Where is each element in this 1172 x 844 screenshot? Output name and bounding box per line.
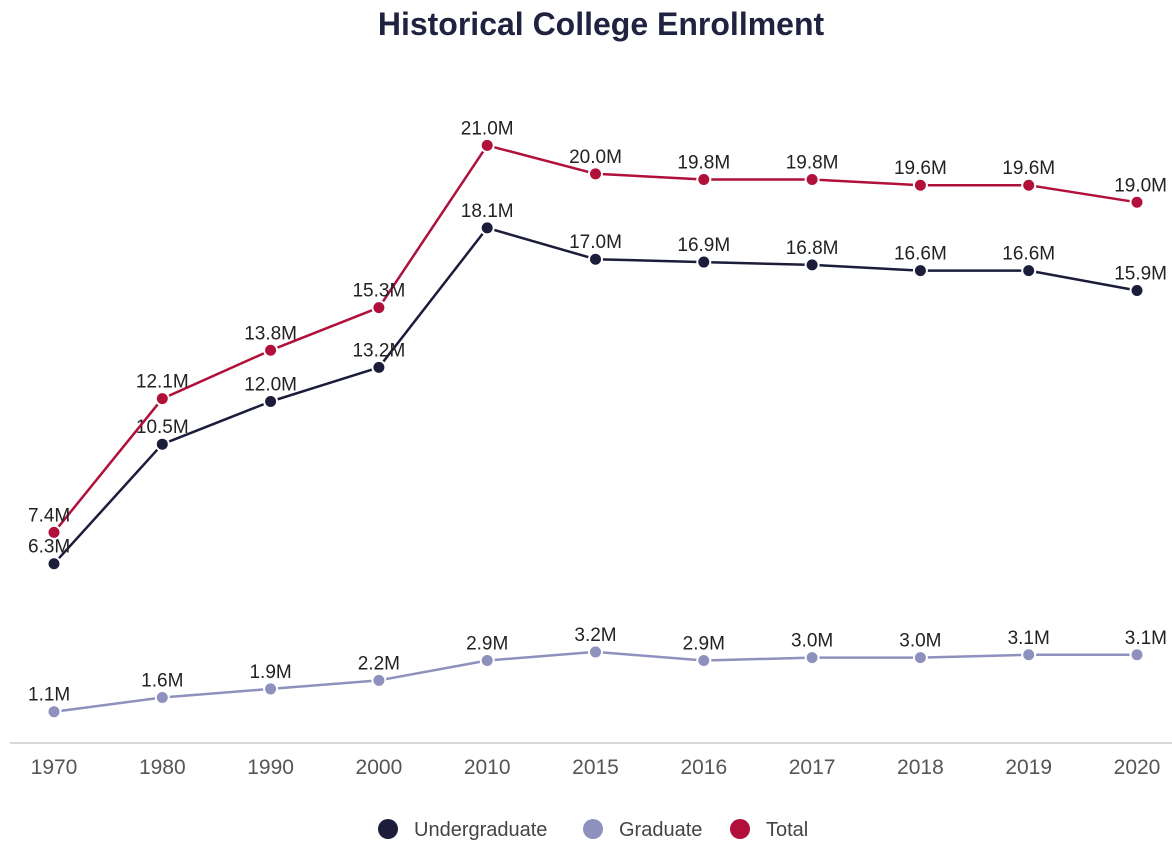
- data-point: [804, 257, 820, 273]
- data-label: 19.6M: [894, 158, 947, 179]
- legend-label: Total: [766, 819, 808, 841]
- data-point: [912, 650, 928, 666]
- data-label: 2.2M: [358, 653, 400, 674]
- data-point: [1021, 177, 1037, 193]
- data-point: [804, 172, 820, 188]
- chart-title: Historical College Enrollment: [377, 6, 825, 42]
- data-point: [46, 704, 62, 720]
- data-label: 19.6M: [1002, 158, 1055, 179]
- data-label: 13.8M: [244, 323, 297, 344]
- data-point: [696, 172, 712, 188]
- data-point: [154, 391, 170, 407]
- data-label: 3.1M: [1125, 628, 1167, 649]
- data-point: [588, 251, 603, 267]
- data-label: 15.3M: [352, 281, 405, 302]
- x-tick-label: 1980: [139, 756, 186, 779]
- data-point: [912, 177, 928, 193]
- data-point: [1021, 647, 1037, 663]
- data-label: 18.1M: [461, 201, 514, 222]
- data-point: [371, 300, 387, 316]
- x-tick-label: 2015: [572, 756, 619, 779]
- series-line-total: [53, 144, 1138, 534]
- data-point: [371, 359, 387, 375]
- data-point: [479, 652, 495, 668]
- series-line-undergraduate: [53, 226, 1138, 565]
- x-tick-label: 2017: [789, 756, 836, 779]
- data-label: 3.2M: [574, 625, 616, 646]
- data-label: 3.0M: [791, 631, 833, 652]
- data-point: [263, 342, 279, 358]
- data-label: 21.0M: [461, 118, 514, 139]
- data-label: 3.0M: [899, 631, 941, 652]
- x-tick-label: 2020: [1114, 756, 1161, 779]
- x-tick-label: 2010: [464, 756, 511, 779]
- data-point: [1129, 194, 1145, 210]
- data-label: 13.2M: [352, 340, 405, 361]
- data-label: 16.8M: [786, 238, 839, 259]
- x-tick-label: 1990: [247, 756, 294, 779]
- data-point: [46, 524, 62, 540]
- data-label: 2.9M: [466, 633, 508, 654]
- data-label: 1.9M: [249, 662, 291, 683]
- data-label: 1.6M: [141, 670, 183, 691]
- data-label: 19.0M: [1114, 175, 1167, 196]
- data-label: 2.9M: [683, 633, 725, 654]
- data-point: [1129, 283, 1145, 299]
- data-label: 19.8M: [786, 153, 839, 174]
- x-tick-label: 1970: [31, 756, 78, 779]
- data-label: 16.9M: [677, 235, 730, 256]
- legend-label: Graduate: [619, 819, 702, 841]
- data-label: 16.6M: [1002, 244, 1055, 265]
- data-label: 12.0M: [244, 375, 297, 396]
- data-label: 20.0M: [569, 147, 622, 168]
- data-point: [154, 689, 170, 705]
- series-line-graduate: [53, 650, 1137, 713]
- data-point: [696, 652, 712, 668]
- data-point: [1021, 263, 1037, 279]
- x-tick-label: 2018: [897, 756, 944, 779]
- legend-marker: [378, 819, 398, 839]
- legend-label: Undergraduate: [414, 819, 547, 841]
- data-point: [479, 220, 495, 236]
- data-point: [46, 556, 62, 572]
- x-tick-label: 2016: [680, 756, 727, 779]
- data-label: 1.1M: [28, 685, 70, 706]
- data-label: 12.1M: [136, 372, 189, 393]
- x-tick-label: 2019: [1005, 756, 1052, 779]
- data-point: [1129, 647, 1145, 663]
- x-tick-label: 2000: [356, 756, 403, 779]
- data-point: [263, 681, 279, 697]
- data-label: 17.0M: [569, 232, 622, 253]
- data-point: [588, 166, 603, 182]
- legend-marker: [730, 819, 750, 839]
- data-point: [588, 644, 603, 660]
- data-point: [154, 436, 170, 452]
- data-point: [912, 263, 928, 279]
- data-label: 6.3M: [28, 537, 70, 558]
- data-label: 10.5M: [136, 417, 189, 438]
- data-point: [263, 394, 279, 409]
- data-label: 3.1M: [1008, 628, 1050, 649]
- data-point: [371, 672, 387, 688]
- data-point: [479, 137, 495, 153]
- data-label: 19.8M: [677, 153, 730, 174]
- data-label: 15.9M: [1114, 264, 1167, 285]
- data-label: 7.4M: [28, 505, 70, 526]
- data-label: 16.6M: [894, 244, 947, 265]
- legend-marker: [583, 819, 603, 839]
- data-point: [696, 254, 712, 270]
- data-point: [804, 650, 820, 666]
